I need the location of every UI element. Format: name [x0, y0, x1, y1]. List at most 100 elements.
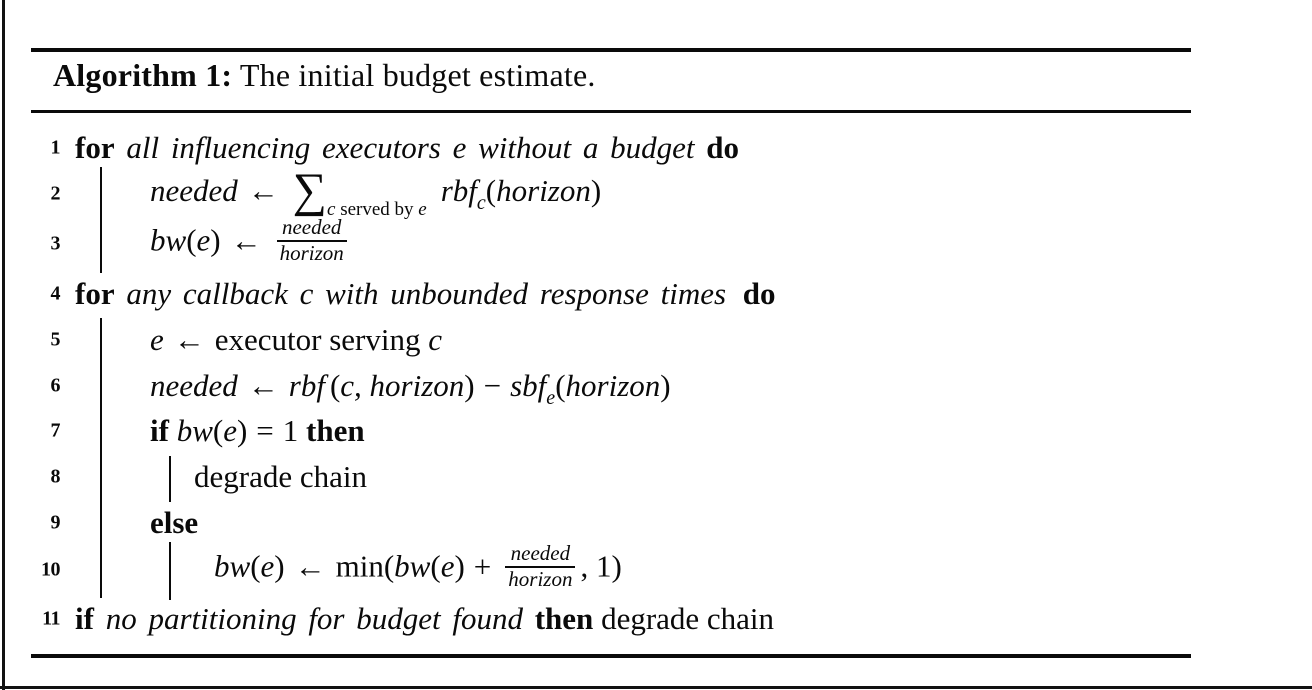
text-fragment: c, horizon — [340, 368, 465, 403]
text-fragment: bw — [394, 549, 431, 585]
text-fragment: ) — [274, 549, 285, 585]
fraction-numerator: needed — [281, 215, 342, 240]
line-number: 6 — [50, 374, 61, 397]
sum-symbol: ∑ — [292, 164, 327, 217]
text-fragment: 1 — [282, 413, 307, 448]
line-row-10: 10 bw(e) ← min(bw(e) + needed horizon, 1) — [0, 540, 1312, 600]
text-fragment: for — [75, 130, 115, 165]
text-fragment: c — [476, 192, 486, 215]
text-fragment: e — [546, 387, 556, 409]
algorithm-caption: Algorithm 1: The initial budget estimate… — [53, 57, 596, 94]
line-row-1: 1 for all influencing executors e withou… — [0, 126, 1312, 170]
indent-guide-for2 — [100, 318, 102, 598]
text-fragment: ( — [430, 549, 441, 585]
text-fragment: bw — [176, 413, 213, 448]
text-fragment: degrade chain — [593, 601, 775, 636]
line-number: 3 — [50, 232, 61, 255]
line-content: for all influencing executors e without … — [75, 130, 739, 166]
text-fragment: do — [742, 276, 776, 311]
text-fragment: do — [706, 130, 739, 165]
fraction-denominator: horizon — [276, 240, 347, 266]
line-content: degrade chain — [194, 459, 367, 495]
text-fragment: − — [483, 368, 502, 403]
text-fragment: e — [150, 322, 164, 357]
line-row-3: 3 bw(e) ← needed horizon — [0, 214, 1312, 274]
line-row-6: 6 needed ← rbf (c, horizon) − sbfe(horizon) — [0, 364, 1312, 409]
line-content: needed ← rbf (c, horizon) − sbfe(horizon) — [150, 368, 671, 409]
rule-bottom — [31, 654, 1191, 658]
line-number: 2 — [50, 182, 61, 205]
text-fragment: rbf — [440, 173, 477, 209]
text-fragment: + — [473, 549, 492, 585]
line-number: 7 — [50, 419, 61, 442]
line-number: 11 — [42, 607, 60, 630]
text-fragment: else — [150, 505, 199, 540]
text-fragment: ← — [230, 223, 262, 259]
line-number: 5 — [50, 328, 61, 351]
line-row-4: 4 for any callback c with unbounded resp… — [0, 272, 1312, 316]
indent-guide-else — [169, 542, 171, 600]
fraction-denominator: horizon — [505, 566, 576, 592]
text-fragment: , 1) — [580, 549, 622, 585]
text-fragment: ( — [555, 368, 566, 403]
text-fragment: bw — [214, 549, 251, 585]
text-fragment: ) — [464, 368, 475, 403]
line-content: e ← executor serving c — [150, 322, 442, 358]
text-fragment: rbf — [288, 368, 325, 403]
text-fragment: if — [75, 601, 94, 636]
text-fragment: ( — [485, 173, 497, 209]
text-fragment: bw — [150, 223, 187, 259]
line-row-11: 11 if no partitioning for budget found t… — [0, 597, 1312, 641]
line-number: 1 — [50, 136, 61, 159]
text-fragment: c — [428, 322, 443, 357]
caption-title: The initial budget estimate. — [232, 57, 596, 93]
text-fragment: e — [418, 199, 427, 221]
text-fragment: ) — [236, 413, 248, 448]
line-content: if bw(e) = 1 then — [150, 413, 365, 449]
text-fragment: executor serving — [214, 322, 429, 357]
text-fragment: e — [260, 549, 275, 585]
text-fragment: ( — [186, 223, 197, 259]
text-fragment: ( — [329, 368, 341, 403]
text-fragment: e — [440, 549, 455, 585]
line-content: if no partitioning for budget found then… — [75, 601, 774, 637]
fraction-numerator: needed — [510, 541, 571, 566]
text-fragment: ) — [590, 173, 602, 209]
indent-guide-for1 — [100, 167, 102, 273]
line-row-9: 9 else — [0, 501, 1312, 545]
line-content: for any callback c with unbounded respon… — [75, 276, 776, 312]
line-number: 10 — [41, 558, 61, 581]
text-fragment: horizon — [496, 173, 591, 209]
fraction: needed horizon — [505, 541, 576, 592]
text-fragment: for — [75, 276, 115, 311]
line-row-7: 7 if bw(e) = 1 then — [0, 409, 1312, 453]
text-fragment: e — [196, 223, 211, 259]
line-row-8: 8 degrade chain — [0, 455, 1312, 499]
line-number: 4 — [50, 282, 61, 305]
text-fragment: ) — [210, 223, 221, 259]
page-edge-left — [2, 0, 5, 690]
line-content: needed ← ∑c served by erbfc(horizon) — [150, 167, 602, 221]
text-fragment: needed — [150, 368, 238, 403]
text-fragment: = — [256, 413, 274, 448]
text-fragment: ← — [247, 368, 279, 403]
line-content: bw(e) ← needed horizon — [150, 215, 352, 268]
line-content: bw(e) ← min(bw(e) + needed horizon, 1) — [214, 541, 622, 594]
text-fragment: ( — [212, 413, 224, 448]
text-fragment: needed — [150, 173, 238, 209]
text-fragment: ) — [660, 368, 671, 403]
text-fragment: any callback c with unbounded response t… — [114, 276, 738, 311]
text-fragment: ) — [454, 549, 465, 585]
text-fragment: if — [150, 413, 177, 448]
rule-caption — [31, 110, 1191, 113]
line-number: 8 — [50, 465, 61, 488]
caption-label: Algorithm 1: — [53, 57, 233, 93]
line-number: 9 — [50, 511, 61, 534]
text-fragment: ← — [294, 549, 326, 585]
line-row-5: 5 e ← executor serving c — [0, 318, 1312, 362]
text-fragment: e — [223, 413, 237, 448]
text-fragment: then — [306, 413, 365, 448]
text-fragment: then — [534, 601, 594, 636]
rule-top — [31, 48, 1191, 52]
